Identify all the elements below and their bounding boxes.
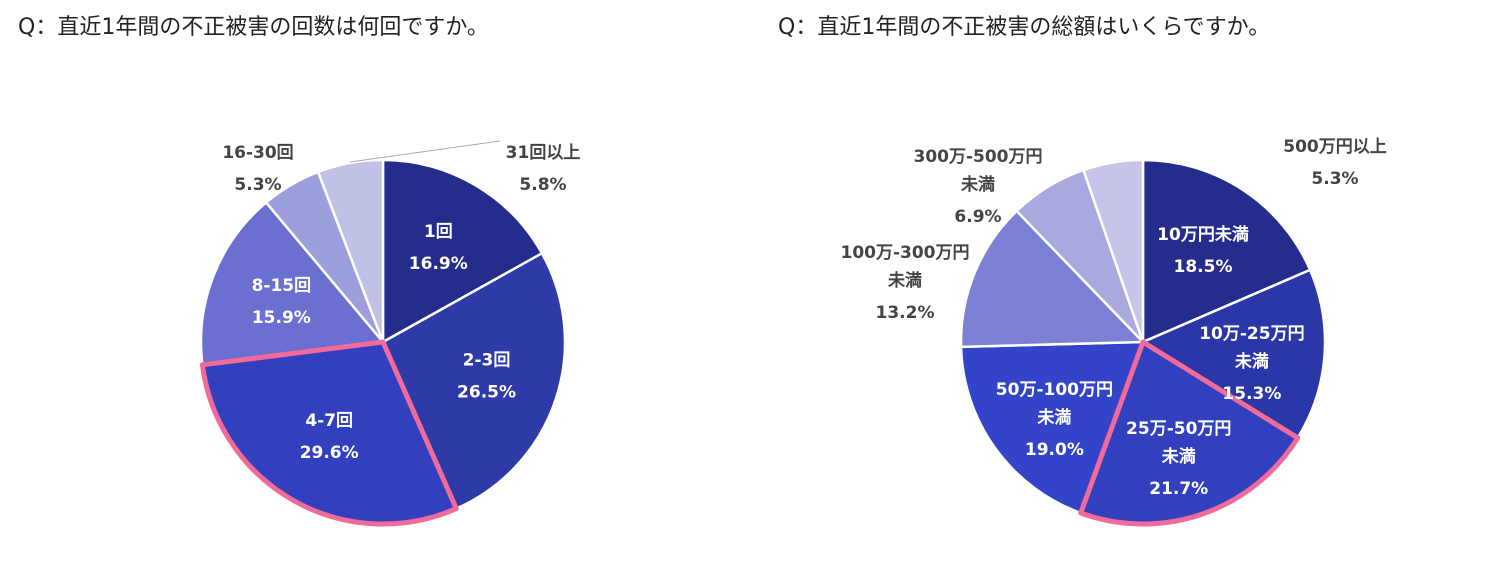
label-line: 10万-25万円 [1199,324,1304,344]
slice-label: 4-7回 [305,411,353,431]
pie-slice [959,209,1146,349]
chart-title: Q：直近1年間の不正被害の回数は何回ですか。 [18,15,489,40]
label-line: 未満 [1036,407,1071,428]
slice-label: 31回以上 [506,143,581,163]
slice-label: 10万円未満 [1157,224,1249,245]
slice-label: 100万-300万円未満 [840,243,969,291]
pie-slice [316,158,385,343]
value-label: 16.9% [409,254,468,274]
label-line: 未満 [887,270,922,291]
value-label: 26.5% [457,383,516,403]
label-line: 未満 [1161,446,1196,467]
leader-line [349,140,501,163]
value-label: 15.9% [252,308,311,328]
slice-label: 16-30回 [222,143,293,163]
value-label: 29.6% [300,443,359,463]
label-line: 25万-50万円 [1126,419,1231,439]
pie-slice [381,158,544,345]
slice-label: 25万-50万円未満 [1126,419,1231,467]
slice-highlight [199,339,459,527]
label-line: 未満 [1234,351,1269,372]
pie-slice [959,340,1145,515]
label-line: 100万-300万円 [840,243,969,263]
label-line: 300万-500万円 [913,147,1042,167]
value-label: 15.3% [1222,384,1281,404]
label-line: 未満 [960,174,995,195]
slice-label: 50万-100万円未満 [996,380,1113,428]
value-label: 18.5% [1174,257,1233,277]
chart-title: Q：直近1年間の不正被害の総額はいくらですか。 [778,15,1270,40]
slice-label: 1回 [424,222,453,242]
value-label: 6.9% [954,207,1001,227]
value-label: 19.0% [1025,440,1084,460]
pie-slice [199,200,386,367]
slice-label: 8-15回 [252,276,312,296]
label-line: 50万-100万円 [996,380,1113,400]
pie-slice [1141,158,1312,344]
pie-slice [1140,268,1327,440]
value-label: 5.3% [1311,169,1358,189]
slice-label: 2-3回 [463,351,511,371]
slice-label: 500万円以上 [1283,137,1387,157]
pie-slice [1081,158,1145,343]
slice-label: 300万-500万円未満 [913,147,1042,195]
value-label: 21.7% [1149,479,1208,499]
slice-label: 10万-25万円未満 [1199,324,1304,372]
value-label: 13.2% [876,303,935,323]
value-label: 5.3% [234,175,281,195]
slice-highlight [1078,339,1301,527]
value-label: 5.8% [519,175,566,195]
